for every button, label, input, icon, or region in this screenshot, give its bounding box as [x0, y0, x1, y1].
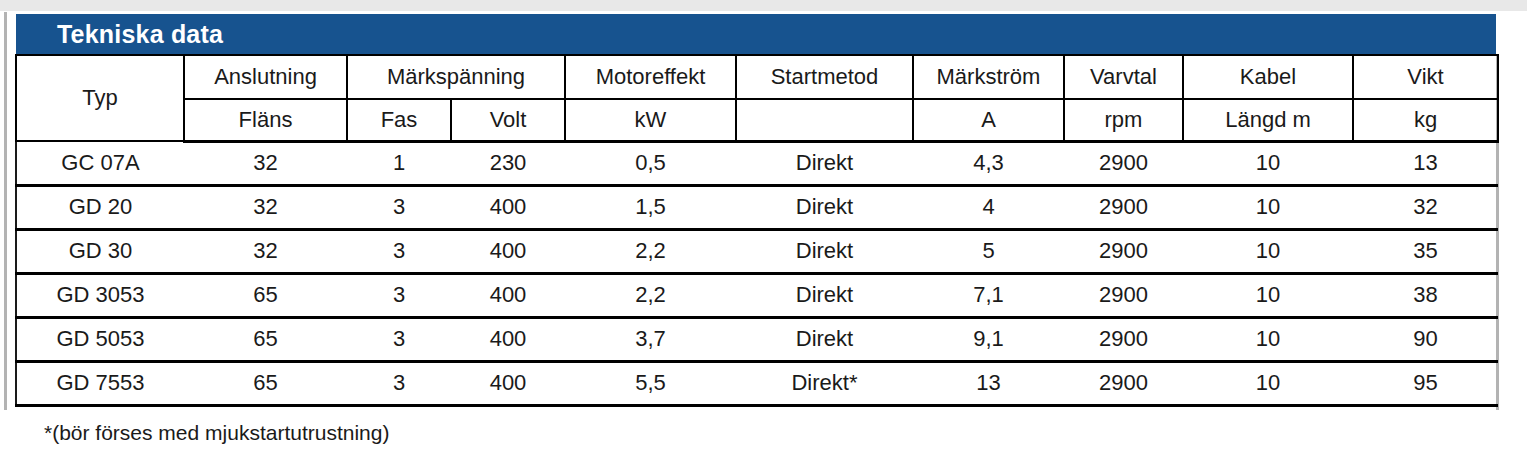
cell-startmetod: Direkt — [736, 229, 913, 273]
table-row: GD 50536534003,7Direkt9,129001090 — [16, 317, 1498, 361]
cell-markstrom: 4 — [913, 185, 1064, 229]
cell-flans: 32 — [184, 185, 347, 229]
cell-vikt: 32 — [1353, 185, 1498, 229]
cell-volt: 400 — [451, 317, 565, 361]
table-title: Tekniska data — [57, 20, 223, 49]
header-rpm: rpm — [1064, 99, 1183, 141]
cell-flans: 32 — [184, 141, 347, 185]
cell-kw: 1,5 — [565, 185, 736, 229]
table-body: GC 07A3212300,5Direkt4,329001013GD 20323… — [16, 141, 1498, 405]
cell-fas: 3 — [347, 229, 451, 273]
cell-startmetod: Direkt — [736, 185, 913, 229]
header-row-units: Fläns Fas Volt kW A rpm Längd m kg — [16, 99, 1498, 141]
cell-flans: 65 — [184, 273, 347, 317]
cell-varvtal: 2900 — [1064, 185, 1183, 229]
header-kw: kW — [565, 99, 736, 141]
cell-flans: 32 — [184, 229, 347, 273]
cell-fas: 3 — [347, 317, 451, 361]
cell-varvtal: 2900 — [1064, 273, 1183, 317]
cell-markstrom: 5 — [913, 229, 1064, 273]
table-title-bar: Tekniska data — [16, 14, 1496, 54]
cell-kw: 3,7 — [565, 317, 736, 361]
cell-fas: 1 — [347, 141, 451, 185]
header-row-main: Typ Anslutning Märkspänning Motoreffekt … — [16, 55, 1498, 99]
cell-typ: GD 5053 — [16, 317, 184, 361]
cell-vikt: 95 — [1353, 361, 1498, 405]
header-langd-m: Längd m — [1183, 99, 1353, 141]
header-kabel: Kabel — [1183, 55, 1353, 99]
footnote: *(bör förses med mjukstartutrustning) — [44, 421, 389, 445]
cell-kw: 0,5 — [565, 141, 736, 185]
cell-volt: 400 — [451, 273, 565, 317]
header-fas: Fas — [347, 99, 451, 141]
header-volt: Volt — [451, 99, 565, 141]
header-typ: Typ — [16, 55, 184, 141]
cell-vikt: 38 — [1353, 273, 1498, 317]
header-startmetod-empty — [736, 99, 913, 141]
cell-kabel: 10 — [1183, 229, 1353, 273]
header-anslutning: Anslutning — [184, 55, 347, 99]
cell-flans: 65 — [184, 317, 347, 361]
table-row: GD 303234002,2Direkt529001035 — [16, 229, 1498, 273]
tekniska-data-table: Typ Anslutning Märkspänning Motoreffekt … — [15, 54, 1499, 407]
cell-varvtal: 2900 — [1064, 317, 1183, 361]
cell-kw: 5,5 — [565, 361, 736, 405]
page-top-strip — [0, 0, 1527, 11]
cell-startmetod: Direkt* — [736, 361, 913, 405]
table-row: GD 30536534002,2Direkt7,129001038 — [16, 273, 1498, 317]
cell-kabel: 10 — [1183, 141, 1353, 185]
cell-typ: GD 7553 — [16, 361, 184, 405]
table-row: GC 07A3212300,5Direkt4,329001013 — [16, 141, 1498, 185]
header-markstrom: Märkström — [913, 55, 1064, 99]
cell-vikt: 35 — [1353, 229, 1498, 273]
table-row: GD 203234001,5Direkt429001032 — [16, 185, 1498, 229]
cell-markstrom: 13 — [913, 361, 1064, 405]
cell-volt: 230 — [451, 141, 565, 185]
cell-kabel: 10 — [1183, 273, 1353, 317]
cell-typ: GD 20 — [16, 185, 184, 229]
header-kg: kg — [1353, 99, 1498, 141]
cell-vikt: 90 — [1353, 317, 1498, 361]
cell-flans: 65 — [184, 361, 347, 405]
cell-fas: 3 — [347, 185, 451, 229]
header-flans: Fläns — [184, 99, 347, 141]
cell-kw: 2,2 — [565, 273, 736, 317]
cell-startmetod: Direkt — [736, 273, 913, 317]
cell-markstrom: 7,1 — [913, 273, 1064, 317]
cell-kabel: 10 — [1183, 361, 1353, 405]
header-startmetod: Startmetod — [736, 55, 913, 99]
table-row: GD 75536534005,5Direkt*1329001095 — [16, 361, 1498, 405]
cell-typ: GD 30 — [16, 229, 184, 273]
header-vikt: Vikt — [1353, 55, 1498, 99]
cell-kabel: 10 — [1183, 185, 1353, 229]
cell-typ: GC 07A — [16, 141, 184, 185]
header-varvtal: Varvtal — [1064, 55, 1183, 99]
cell-volt: 400 — [451, 361, 565, 405]
header-a: A — [913, 99, 1064, 141]
header-markspanning: Märkspänning — [347, 55, 565, 99]
cell-markstrom: 4,3 — [913, 141, 1064, 185]
cell-kw: 2,2 — [565, 229, 736, 273]
document-page: Tekniska data Typ Anslutning Märkspännin… — [0, 0, 1527, 451]
table-header: Typ Anslutning Märkspänning Motoreffekt … — [16, 55, 1498, 141]
cell-volt: 400 — [451, 185, 565, 229]
cell-markstrom: 9,1 — [913, 317, 1064, 361]
cell-startmetod: Direkt — [736, 317, 913, 361]
cell-vikt: 13 — [1353, 141, 1498, 185]
cell-varvtal: 2900 — [1064, 141, 1183, 185]
cell-startmetod: Direkt — [736, 141, 913, 185]
cell-fas: 3 — [347, 273, 451, 317]
cell-varvtal: 2900 — [1064, 229, 1183, 273]
page-left-edge-shadow — [4, 12, 7, 410]
header-motoreffekt: Motoreffekt — [565, 55, 736, 99]
cell-varvtal: 2900 — [1064, 361, 1183, 405]
cell-fas: 3 — [347, 361, 451, 405]
cell-volt: 400 — [451, 229, 565, 273]
cell-typ: GD 3053 — [16, 273, 184, 317]
cell-kabel: 10 — [1183, 317, 1353, 361]
